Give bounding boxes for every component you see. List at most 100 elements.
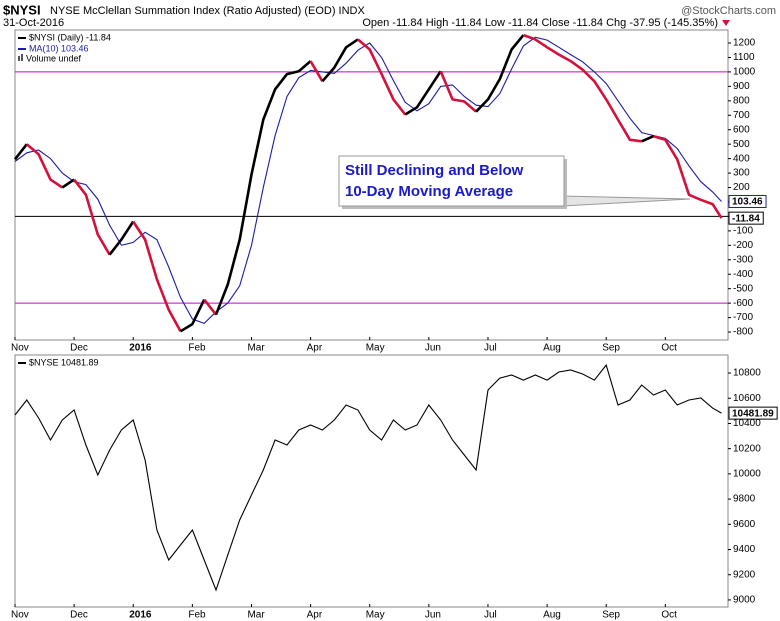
x-tick-label: Oct — [661, 610, 677, 621]
x-tick-label: May — [366, 610, 385, 621]
y-tick-label: -500 — [733, 283, 753, 294]
x-tick-label: Dec — [70, 343, 88, 354]
last-value-box — [728, 211, 764, 225]
index-line — [179, 298, 206, 333]
index-line — [61, 178, 75, 189]
x-tick-label: May — [366, 343, 385, 354]
last-value-label: 10481.89 — [732, 408, 774, 419]
index-line — [641, 135, 655, 143]
panel-frame — [14, 29, 729, 341]
y-tick-label: -200 — [733, 240, 753, 251]
chart-title: NYSE McClellan Summation Index (Ratio Ad… — [50, 5, 365, 17]
x-tick-label: Jun — [425, 343, 441, 354]
index-line — [357, 38, 407, 116]
legend-label: $NYSE 10481.89 — [29, 357, 99, 367]
y-tick-label: -100 — [733, 226, 753, 237]
x-tick-label: Aug — [543, 343, 561, 354]
index-line — [653, 134, 723, 219]
y-tick-label: 1000 — [733, 67, 756, 78]
annotation-box — [338, 155, 565, 207]
x-tick-label: Aug — [543, 610, 561, 621]
annotation: Still Declining and Below 10-Day Moving … — [338, 155, 691, 209]
x-tick-label: Apr — [307, 343, 323, 354]
index-line — [25, 143, 64, 189]
y-tick-label: 700 — [733, 110, 750, 121]
x-tick-label: Apr — [307, 610, 323, 621]
x-tick-label: Dec — [70, 610, 88, 621]
y-tick-label: 300 — [733, 168, 750, 179]
x-tick-label: Feb — [188, 343, 206, 354]
y-tick-label: 10200 — [733, 443, 761, 454]
y-tick-label: 1200 — [733, 38, 756, 49]
y-tick-label: 9600 — [733, 519, 756, 530]
x-tick-label: Feb — [188, 610, 206, 621]
index-line — [309, 60, 324, 82]
volume-icon — [21, 54, 23, 61]
panel-frame — [14, 354, 729, 608]
symbol: $NYSI — [3, 2, 41, 17]
x-tick-label: Jul — [484, 343, 497, 354]
y-tick-label: 200 — [733, 182, 750, 193]
index-line — [321, 38, 359, 83]
index-line — [108, 220, 135, 256]
y-tick-label: 1100 — [733, 52, 755, 63]
index-line — [214, 60, 312, 316]
x-tick-label: Jun — [425, 610, 441, 621]
x-tick-label: Sep — [602, 610, 620, 621]
x-tick-label: 2016 — [129, 343, 152, 354]
legend-note: Volume undef — [26, 53, 82, 63]
x-tick-label: Oct — [661, 343, 677, 354]
y-tick-label: 900 — [733, 81, 750, 92]
y-tick-label: 500 — [733, 139, 750, 150]
annotation-text: 10-Day Moving Average — [345, 183, 513, 200]
watermark: @StockCharts.com — [681, 5, 776, 17]
last-value-box — [728, 194, 767, 208]
y-tick-label: 10000 — [733, 469, 761, 480]
y-tick-label: 10400 — [733, 418, 761, 429]
quote: Open -11.84 High -11.84 Low -11.84 Close… — [362, 17, 718, 29]
y-tick-label: 9400 — [733, 544, 756, 555]
index-line — [522, 33, 642, 143]
last-value-label: -11.84 — [732, 213, 760, 224]
y-tick-label: 600 — [733, 124, 750, 135]
y-tick-label: -800 — [733, 327, 753, 338]
down-arrow — [722, 20, 730, 26]
last-value-label: 103.46 — [732, 197, 763, 208]
x-tick-label: Sep — [602, 343, 620, 354]
legend-label: $NYSI (Daily) -11.84 — [29, 32, 111, 42]
index-line — [475, 34, 525, 113]
y-tick-label: 9000 — [733, 595, 756, 606]
x-tick-label: Nov — [11, 343, 29, 354]
x-tick-label: 2016 — [129, 610, 152, 621]
series-line — [14, 36, 722, 325]
date: 31-Oct-2016 — [3, 17, 64, 29]
index-line — [203, 298, 218, 316]
index-line — [73, 178, 111, 256]
y-tick-label: -300 — [733, 254, 753, 265]
index-line — [13, 143, 28, 161]
annotation-text: Still Declining and Below — [345, 162, 524, 179]
x-tick-label: Jul — [484, 610, 497, 621]
x-tick-label: Nov — [11, 610, 29, 621]
series-line — [14, 363, 722, 592]
y-tick-label: 10600 — [733, 393, 761, 404]
index-line — [439, 70, 477, 113]
index-line — [404, 70, 442, 116]
y-tick-label: 9800 — [733, 494, 756, 505]
index-line — [132, 220, 182, 332]
x-tick-label: Mar — [247, 610, 265, 621]
last-value-box — [728, 406, 778, 420]
y-tick-label: 800 — [733, 95, 750, 106]
legend-label: MA(10) 103.46 — [29, 43, 89, 53]
y-tick-label: 10800 — [733, 368, 761, 379]
y-tick-label: -400 — [733, 269, 753, 280]
y-tick-label: -600 — [733, 298, 753, 309]
x-tick-label: Mar — [247, 343, 265, 354]
callout-pointer — [561, 195, 691, 207]
y-tick-label: -700 — [733, 312, 753, 323]
y-tick-label: 400 — [733, 153, 750, 164]
volume-icon — [18, 56, 20, 61]
y-tick-label: 9200 — [733, 569, 756, 580]
